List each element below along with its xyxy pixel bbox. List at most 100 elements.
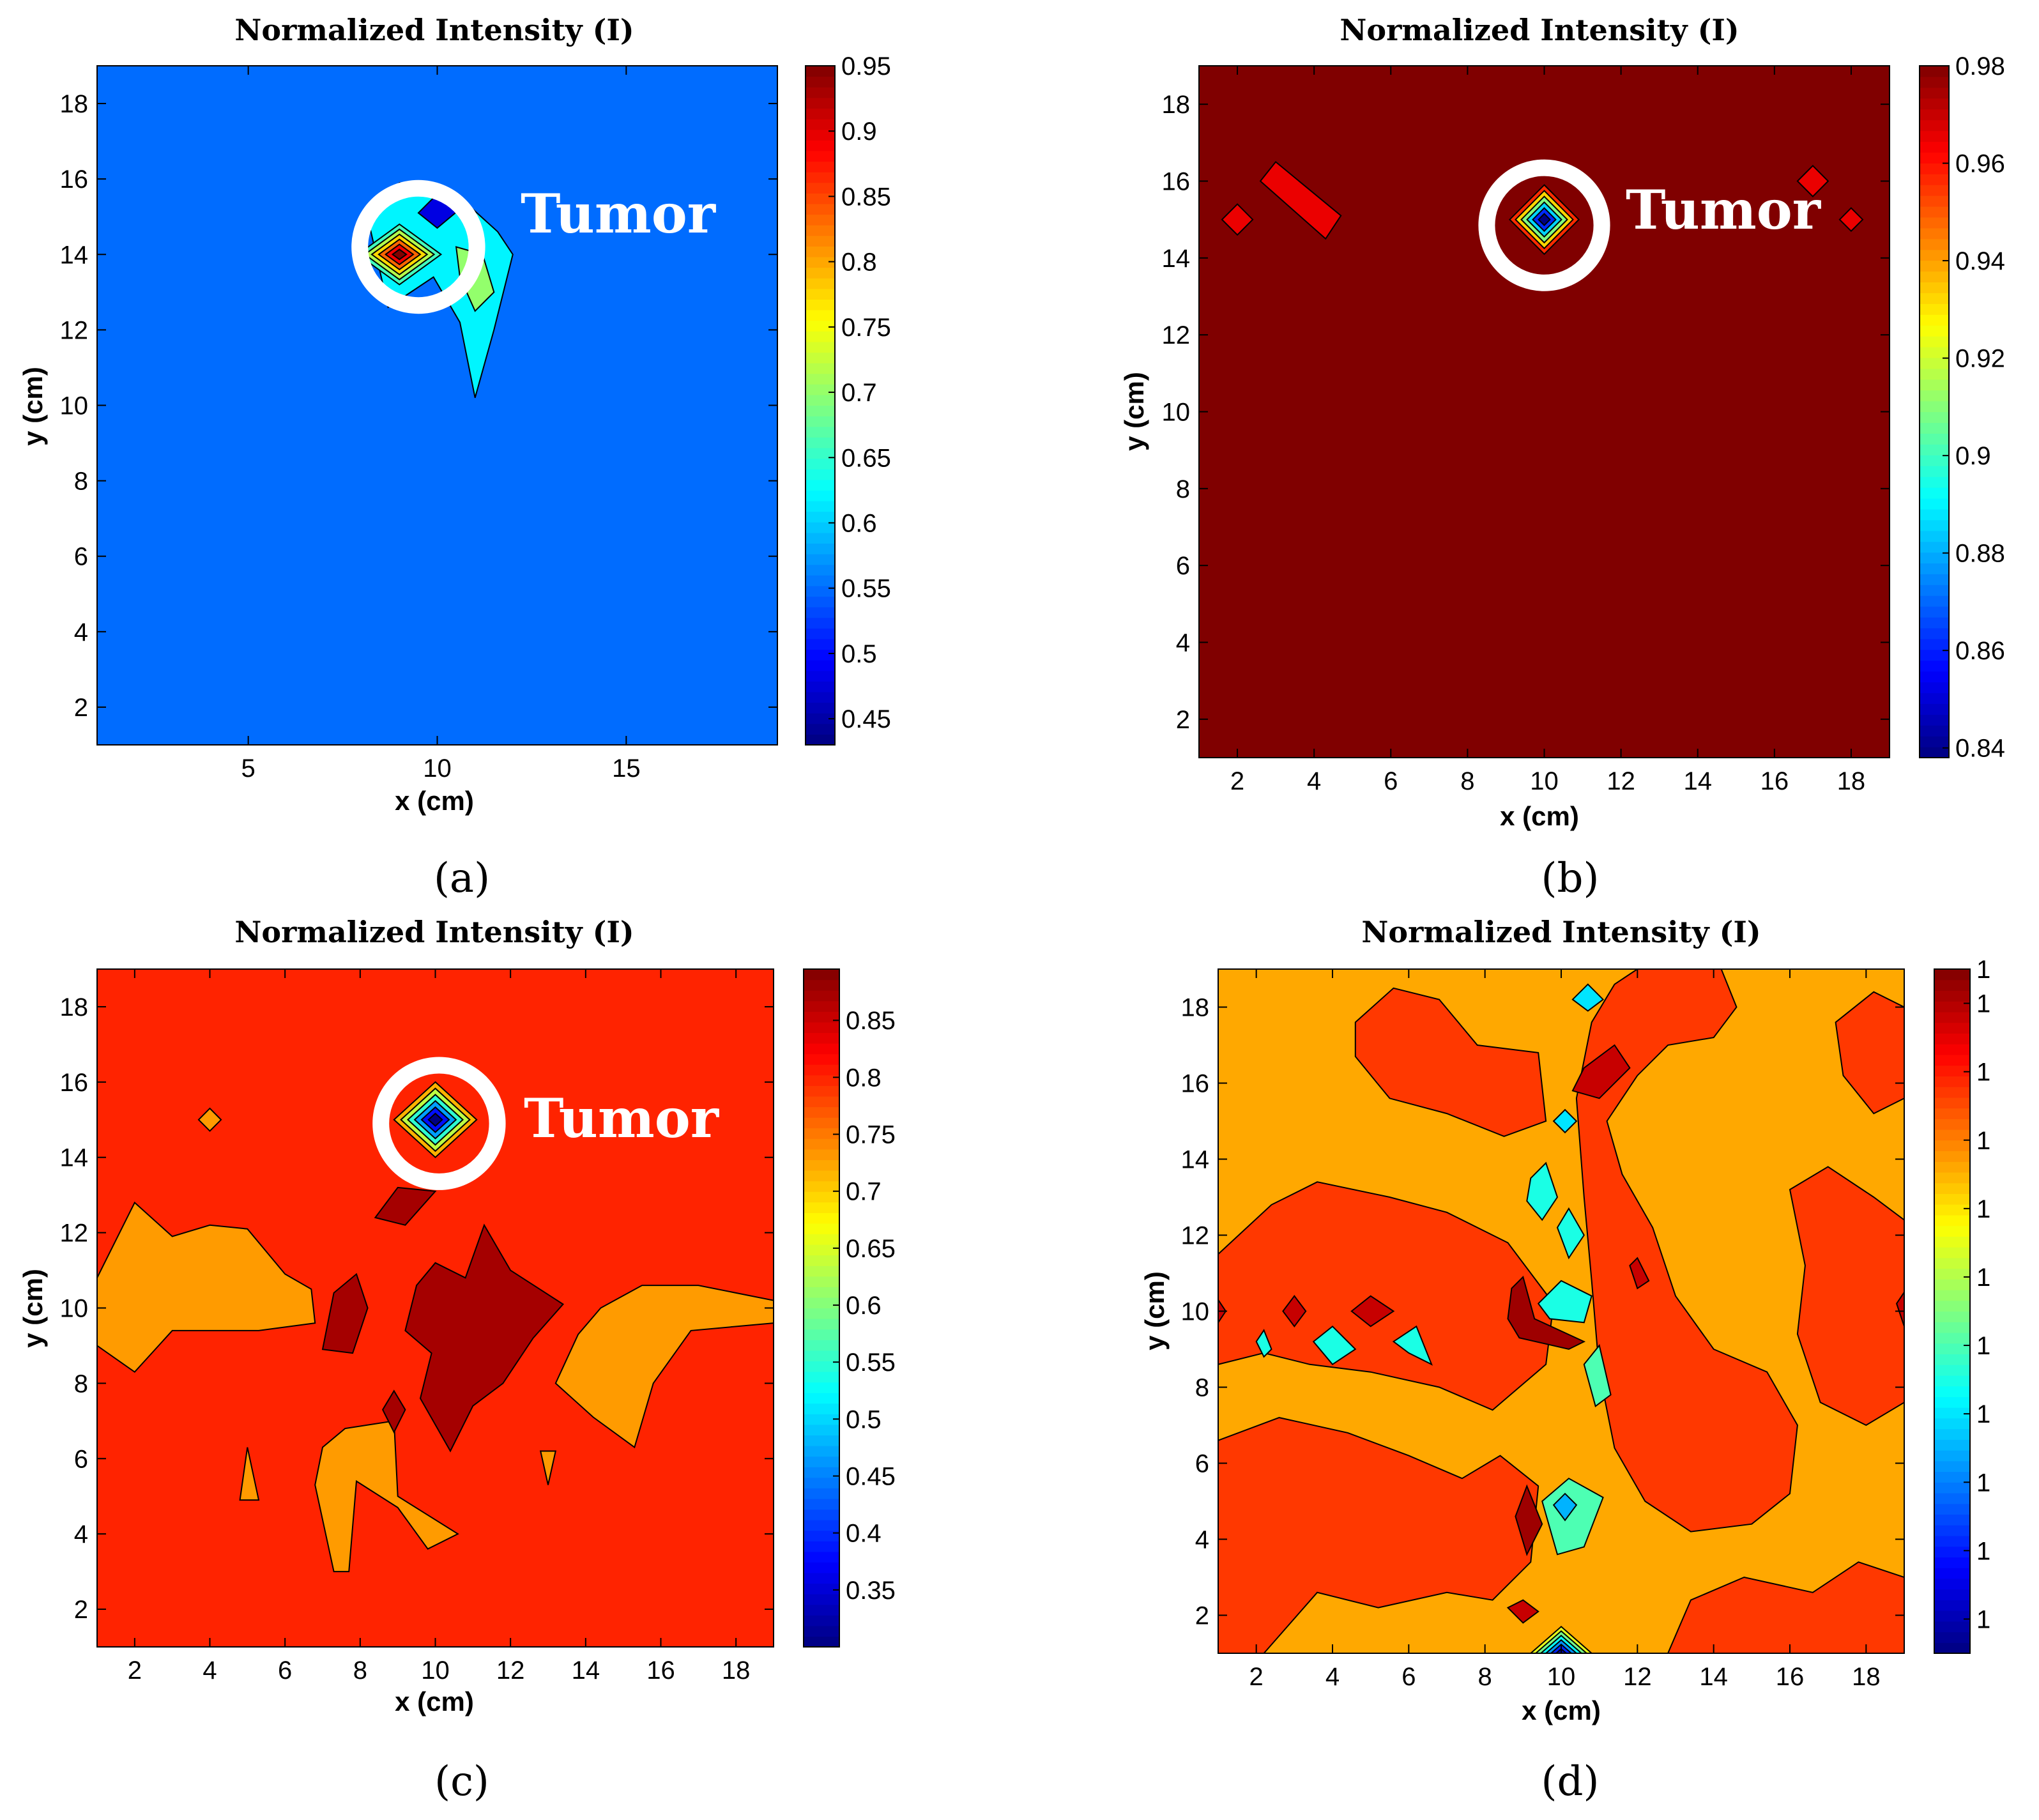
- panel-a-y-tick-label: 16: [60, 165, 89, 194]
- panel-a-colorbar-segment: [806, 225, 835, 236]
- panel-b-colorbar-segment: [1920, 174, 1949, 185]
- panel-d-y-tick-label: 8: [1195, 1374, 1209, 1402]
- panel-d-colorbar-segment: [1934, 1033, 1970, 1044]
- panel-c-colorbar-segment: [804, 1191, 839, 1203]
- panel-c-x-tick-label: 16: [646, 1656, 675, 1685]
- panel-a-colorbar-segment: [806, 596, 835, 608]
- panel-c-tumor-circle: [372, 1057, 506, 1190]
- panel-d-colorbar-segment: [1934, 1450, 1970, 1462]
- panel-a-colorbar-segment: [806, 490, 835, 501]
- panel-c-contour-region-3: [314, 1420, 459, 1573]
- panel-d: Normalized Intensity (I) 2 4 6 8 10 12 14 16 18 …: [1140, 915, 1990, 1805]
- panel-b-colorbar-tick-label: 0.84: [1955, 735, 2005, 763]
- panel-d-colorbar-segment: [1934, 1268, 1970, 1280]
- panel-b-colorbar-segment: [1920, 519, 1949, 531]
- panel-c-contour-region-1: [97, 1201, 316, 1373]
- panel-c-contour-region-2: [554, 1285, 774, 1449]
- panel-d-colorbar-segment: [1934, 1236, 1970, 1248]
- panel-a-colorbar-segment: [806, 108, 835, 119]
- panel-b-colorbar-segment: [1920, 552, 1949, 563]
- panel-c-colorbar-tick-label: 0.45: [846, 1463, 896, 1491]
- panel-d-colorbar-segment: [1934, 1290, 1970, 1301]
- panel-d-colorbar-tick-label: 1: [1976, 990, 1990, 1018]
- panel-a-caption: (a): [434, 855, 490, 902]
- panel-a-colorbar-segment: [806, 702, 835, 714]
- panel-d-colorbar-segment: [1934, 1300, 1970, 1312]
- panel-d-colorbar-segment: [1934, 1097, 1970, 1109]
- panel-a-colorbar-segment: [806, 628, 835, 639]
- panel-c-x-tick-label: 4: [202, 1656, 217, 1685]
- panel-d-colorbar-segment: [1934, 1076, 1970, 1087]
- panel-c-colorbar-segment: [804, 1011, 839, 1023]
- panel-c-x-label: x (cm): [395, 1686, 474, 1717]
- panel-c-colorbar-segment: [804, 1212, 839, 1224]
- panel-a-colorbar-segment: [806, 691, 835, 703]
- panel-a-title: Normalized Intensity (I): [234, 13, 634, 47]
- panel-b-colorbar-segment: [1920, 130, 1949, 142]
- panel-b-colorbar-tick-label: 0.96: [1955, 150, 2005, 178]
- panel-a-colorbar-segment: [806, 267, 835, 279]
- panel-b-x-label: x (cm): [1500, 801, 1579, 831]
- panel-d-colorbar-segment: [1934, 1642, 1970, 1654]
- panel-d-colorbar-segment: [1934, 1375, 1970, 1387]
- panel-d-y-ticks: 2 4 6 8 10 12 14 16 18: [1181, 994, 1904, 1630]
- panel-d-colorbar-tick-label: 1: [1976, 1537, 1990, 1565]
- panel-d-caption: (d): [1541, 1758, 1600, 1805]
- panel-c-colorbar-segment: [804, 1085, 839, 1097]
- panel-d-colorbar-segment: [1934, 1129, 1970, 1141]
- panel-a-x-label: x (cm): [395, 786, 474, 816]
- panel-b-colorbar-segment: [1920, 76, 1949, 88]
- panel-a-colorbar-tick-label: 0.5: [841, 640, 877, 668]
- panel-c-colorbar-segment: [804, 1594, 839, 1605]
- panel-d-contour-region-14: [1312, 1325, 1357, 1366]
- panel-d-y-tick-label: 2: [1195, 1602, 1209, 1630]
- panel-b-y-tick-label: 10: [1162, 399, 1191, 427]
- panel-d-colorbar-segment: [1934, 1087, 1970, 1098]
- panel-b-colorbar-segment: [1920, 206, 1949, 218]
- panel-b-colorbar-tick-label: 0.86: [1955, 637, 2005, 665]
- panel-c-y-tick-label: 4: [74, 1520, 88, 1549]
- panel-d-x-tick-label: 12: [1623, 1663, 1652, 1691]
- panel-d-colorbar: 1 1 1 1 1 1 1 1 1 1 1: [1934, 956, 1990, 1654]
- panel-a-contour-plot: [97, 66, 777, 745]
- panel-c-title: Normalized Intensity (I): [234, 915, 634, 949]
- panel-a-y-tick-label: 10: [60, 392, 89, 420]
- panel-b-colorbar-segment: [1920, 703, 1949, 715]
- panel-c-colorbar-segment: [804, 1488, 839, 1499]
- panel-b-colorbar-segment: [1920, 617, 1949, 629]
- panel-a-colorbar-segment: [806, 469, 835, 480]
- panel-a-colorbar-segment: [806, 479, 835, 491]
- panel-a-y-ticks: 2 4 6 8 10 12 14 16 18: [60, 90, 777, 722]
- panel-d-y-label: y (cm): [1140, 1271, 1170, 1350]
- panel-c-contour-region-4: [239, 1447, 260, 1501]
- panel-c-colorbar-segment: [804, 1032, 839, 1044]
- panel-b-y-label: y (cm): [1119, 372, 1149, 451]
- panel-b-colorbar-segment: [1920, 314, 1949, 326]
- panel-b-x-tick-label: 10: [1530, 767, 1559, 795]
- panel-d-contour-region-2: [1218, 1181, 1555, 1411]
- panel-a-y-label: y (cm): [18, 367, 48, 446]
- panel-b-colorbar-segment: [1920, 293, 1949, 304]
- panel-c-colorbar-segment: [804, 979, 839, 991]
- panel-d-colorbar-segment: [1934, 1568, 1970, 1579]
- panel-c-colorbar-segment: [804, 1498, 839, 1510]
- panel-d-colorbar-segment: [1934, 1322, 1970, 1333]
- panel-b-colorbar-segment: [1920, 433, 1949, 445]
- panel-b-colorbar-segment: [1920, 195, 1949, 207]
- panel-b-colorbar-segment: [1920, 390, 1949, 402]
- panel-c-x-tick-label: 8: [353, 1656, 367, 1685]
- panel-c-colorbar-segment: [804, 1583, 839, 1594]
- panel-c-colorbar-segment: [804, 1414, 839, 1425]
- panel-b-y-tick-label: 2: [1176, 706, 1190, 734]
- panel-b-x-tick-label: 6: [1384, 767, 1398, 795]
- panel-a-colorbar-segment: [806, 384, 835, 395]
- panel-a-colorbar-segment: [806, 543, 835, 554]
- panel-b-colorbar-segment: [1920, 585, 1949, 596]
- panel-c-contour-region-8: [321, 1273, 369, 1354]
- panel-c-x-tick-label: 6: [278, 1656, 292, 1685]
- panel-b-y-tick-label: 12: [1162, 321, 1191, 349]
- panel-d-contour-region-7: [1835, 991, 1904, 1115]
- panel-c-colorbar-segment: [804, 1096, 839, 1108]
- panel-d-contour-region-15: [1392, 1325, 1433, 1366]
